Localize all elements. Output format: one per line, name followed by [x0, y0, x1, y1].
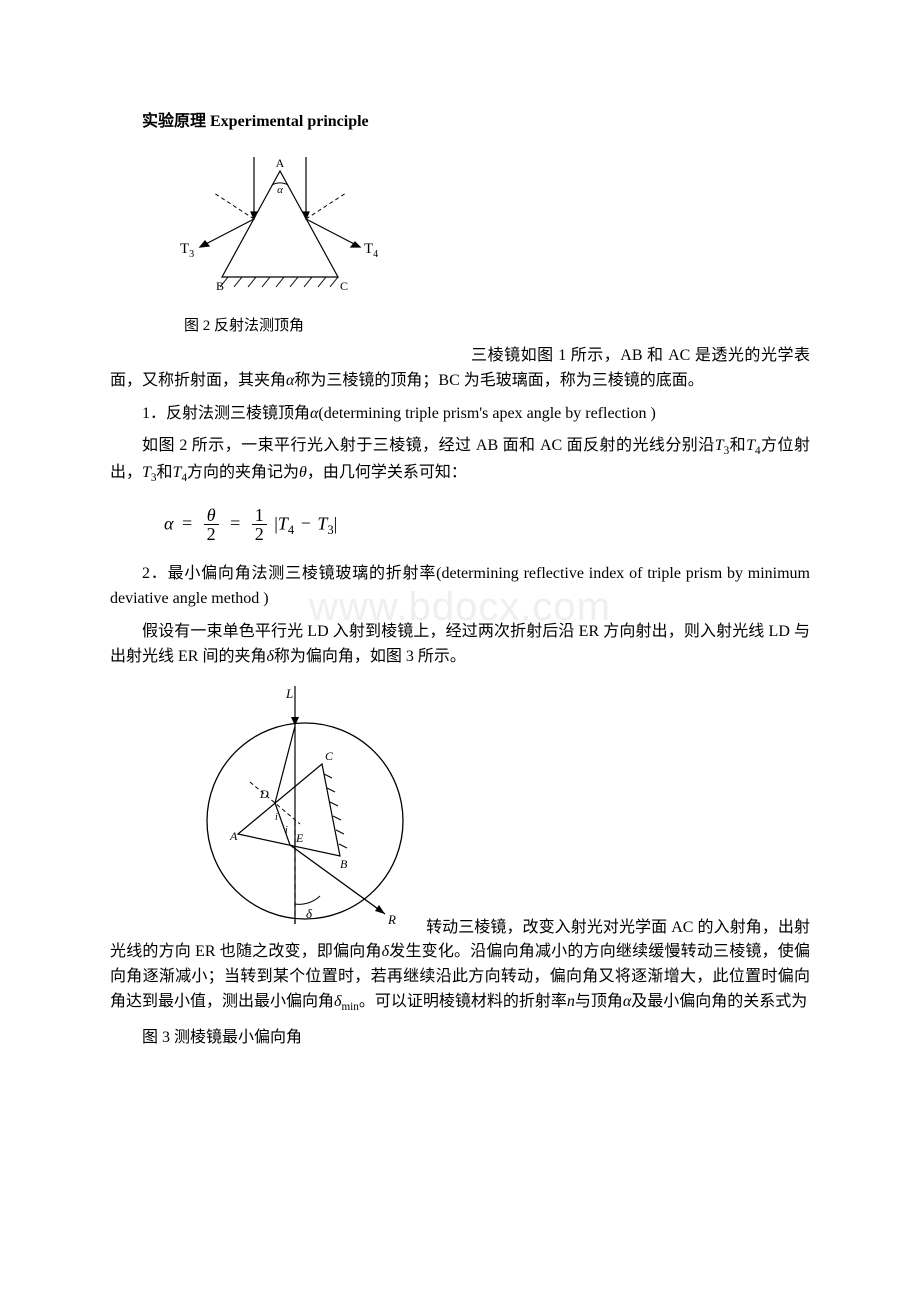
delta-sym-2: δ	[382, 943, 389, 960]
figure-2-block: A α B C T3 T4 图 2 反射法测顶角	[110, 157, 810, 338]
label-C3: C	[325, 749, 334, 763]
f-1: 1	[252, 506, 267, 526]
label-L: L	[285, 686, 293, 701]
theta-sym: θ	[299, 464, 307, 481]
section-2-para1: 假设有一束单色平行光 LD 入射到棱镜上，经过两次折射后沿 ER 方向射出，则入…	[110, 620, 810, 670]
label-D3: D	[259, 787, 269, 801]
figure-3-caption: 图 3 测棱镜最小偏向角	[110, 1026, 810, 1051]
section-1-body: 如图 2 所示，一束平行光入射于三棱镜，经过 AB 面和 AC 面反射的光线分别…	[110, 434, 810, 487]
frac-1-2: 1 2	[252, 506, 267, 545]
section-1-title: 1．反射法测三棱镜顶角α(determining triple prism's …	[110, 402, 810, 427]
sub-min: min	[341, 1001, 358, 1013]
label-alpha: α	[277, 184, 283, 196]
min-deviation-diagram: L A C B D E i i R δ	[190, 686, 420, 946]
prism-reflection-diagram: A α B C T3 T4	[170, 157, 390, 307]
label-i2: i	[285, 825, 288, 836]
delta-sym: δ	[266, 648, 273, 665]
sec1-body-a: 如图 2 所示，一束平行光入射于三棱镜，经过 AB 面和 AC 面反射的光线分别…	[142, 437, 715, 454]
label-B3: B	[340, 857, 348, 871]
label-R: R	[387, 912, 396, 927]
t3-sym: T	[715, 437, 724, 454]
label-T3: T3	[180, 241, 194, 260]
t3-sym-b: T	[142, 464, 151, 481]
p2-c: 。可以证明棱镜材料的折射率	[359, 993, 567, 1010]
label-delta3: δ	[306, 906, 313, 921]
sec1-title-cn: 1．反射法测三棱镜顶角	[142, 405, 310, 422]
sec2-title-cn: 2．最小偏向角法测三棱镜玻璃的折射率	[142, 565, 436, 582]
p2-e: 及最小偏向角的关系式为	[631, 993, 807, 1010]
figure-3-row: L A C B D E i i R δ	[110, 686, 810, 946]
figure-2-caption: 图 2 反射法测顶角	[184, 315, 810, 338]
n-sym: n	[567, 993, 575, 1010]
label-C: C	[340, 279, 348, 293]
label-T4: T4	[364, 241, 378, 260]
frac-theta-2: θ 2	[204, 506, 219, 545]
and-1: 和	[729, 437, 746, 454]
section-2-title: 2．最小偏向角法测三棱镜玻璃的折射率(determining reflectiv…	[110, 562, 810, 612]
intro-text-b: 称为三棱镜的顶角；BC 为毛玻璃面，称为三棱镜的底面。	[294, 372, 703, 389]
section-heading: 实验原理 Experimental principle	[110, 110, 810, 135]
f-2b: 2	[252, 525, 267, 544]
abs-close: |	[334, 513, 338, 533]
txt-mid4: 方向的夹角记为	[187, 464, 299, 481]
f-theta: θ	[204, 506, 219, 526]
f-eq2: =	[226, 513, 244, 533]
label-i1: i	[275, 812, 278, 823]
formula-alpha: α = θ 2 = 1 2 |T4 − T3|	[164, 506, 810, 545]
f-t4: T	[278, 513, 288, 533]
figure-2: A α B C T3 T4	[170, 157, 390, 307]
t4-sym: T	[746, 437, 755, 454]
label-E3: E	[295, 831, 304, 845]
f-eq1: =	[178, 513, 196, 533]
f-2a: 2	[204, 525, 219, 544]
figure-3: L A C B D E i i R δ	[190, 686, 420, 946]
sec1-title-en: (determining triple prism's apex angle b…	[318, 405, 655, 422]
label-A3: A	[229, 829, 238, 843]
label-A: A	[276, 157, 285, 170]
sec2-p1-b: 称为偏向角，如图 3 所示。	[274, 648, 466, 665]
txt-post: ，由几何学关系可知：	[307, 464, 467, 481]
f-minus: −	[299, 513, 313, 533]
f-t3: T	[317, 513, 327, 533]
and-2: 和	[157, 464, 173, 481]
paragraph-intro: 三棱镜如图 1 所示，AB 和 AC 是透光的光学表面，又称折射面，其夹角α称为…	[110, 344, 810, 394]
label-B: B	[216, 279, 224, 293]
f-alpha: α	[164, 513, 173, 533]
f-s4: 4	[288, 523, 294, 537]
p2-d: 与顶角	[575, 993, 623, 1010]
